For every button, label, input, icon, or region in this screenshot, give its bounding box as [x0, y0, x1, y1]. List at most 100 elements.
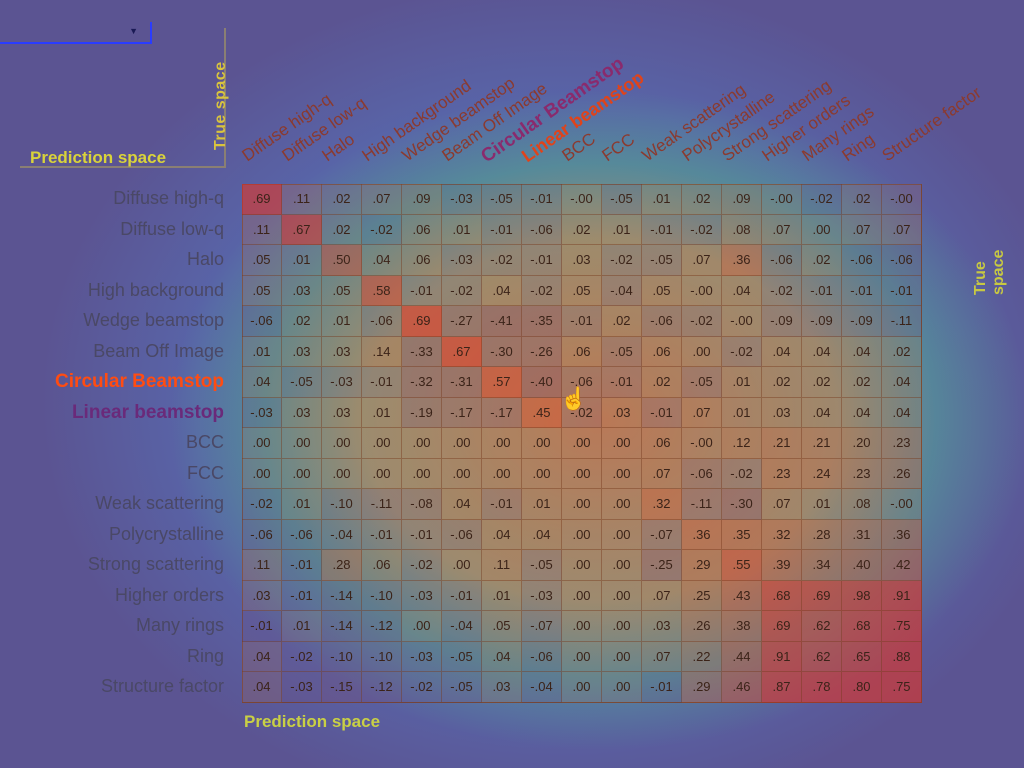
matrix-cell: .04	[482, 641, 522, 672]
matrix-cell: -.09	[762, 306, 802, 337]
matrix-cell: .07	[682, 245, 722, 276]
matrix-cell: .04	[722, 275, 762, 306]
matrix-cell: -.00	[682, 275, 722, 306]
matrix-cell: .62	[802, 641, 842, 672]
matrix-cell: .02	[562, 214, 602, 245]
matrix-cell: .06	[642, 428, 682, 459]
matrix-cell: -.02	[522, 275, 562, 306]
matrix-cell: -.30	[722, 489, 762, 520]
matrix-cell: .04	[242, 367, 282, 398]
matrix-cell: -.02	[282, 641, 322, 672]
matrix-cell: -.02	[482, 245, 522, 276]
matrix-cell: -.06	[562, 367, 602, 398]
matrix-cell: .07	[362, 184, 402, 215]
matrix-cell: -.03	[242, 397, 282, 428]
matrix-cell: -.11	[362, 489, 402, 520]
matrix-cell: .00	[482, 458, 522, 489]
matrix-cell: .23	[842, 458, 882, 489]
matrix-cell: -.01	[802, 275, 842, 306]
matrix-cell: .07	[642, 458, 682, 489]
matrix-cell: .00	[282, 458, 322, 489]
matrix-cell: .11	[482, 550, 522, 581]
matrix-cell: .05	[242, 275, 282, 306]
row-label: Linear beamstop	[71, 401, 224, 423]
row-label: Diffuse high-q	[113, 188, 224, 208]
column-label: FCC	[598, 129, 639, 166]
matrix-cell: -.05	[442, 641, 482, 672]
matrix-cell: .36	[682, 519, 722, 550]
matrix-cell: .00	[362, 458, 402, 489]
selector-dropdown[interactable]: ▼	[0, 22, 152, 44]
matrix-cell: -.06	[882, 245, 922, 276]
matrix-cell: .69	[802, 580, 842, 611]
matrix-cell: .03	[282, 275, 322, 306]
row-label: Strong scattering	[87, 554, 224, 574]
matrix-cell: .00	[602, 519, 642, 550]
matrix-cell: -.04	[522, 672, 562, 703]
matrix-cell: .28	[802, 519, 842, 550]
matrix-cell: .57	[482, 367, 522, 398]
matrix-cell: -.06	[682, 458, 722, 489]
matrix-cell: .00	[562, 611, 602, 642]
matrix-cell: .03	[242, 580, 282, 611]
matrix-cell: .00	[562, 580, 602, 611]
matrix-cell: -.32	[402, 367, 442, 398]
matrix-cell: .87	[762, 672, 802, 703]
matrix-cell: .07	[762, 489, 802, 520]
column-label: Structure factor	[878, 82, 985, 166]
matrix-cell: .29	[682, 550, 722, 581]
matrix-cell: -.19	[402, 397, 442, 428]
matrix-cell: .08	[842, 489, 882, 520]
matrix-cell: .11	[242, 214, 282, 245]
matrix-cell: .09	[722, 184, 762, 215]
matrix-cell: -.06	[762, 245, 802, 276]
matrix-cell: -.01	[442, 580, 482, 611]
matrix-cell: .36	[882, 519, 922, 550]
matrix-cell: .04	[762, 336, 802, 367]
matrix-cell: .01	[722, 367, 762, 398]
matrix-cell: .00	[402, 428, 442, 459]
matrix-cell: .00	[602, 489, 642, 520]
matrix-cell: -.08	[402, 489, 442, 520]
matrix-cell: .05	[322, 275, 362, 306]
matrix-cell: .06	[642, 336, 682, 367]
matrix-cell: .02	[882, 336, 922, 367]
matrix-cell: .05	[642, 275, 682, 306]
matrix-cell: -.35	[522, 306, 562, 337]
matrix-cell: .06	[402, 214, 442, 245]
matrix-cell: -.02	[242, 489, 282, 520]
matrix-cell: .69	[402, 306, 442, 337]
matrix-cell: -.01	[642, 397, 682, 428]
matrix-cell: .04	[882, 367, 922, 398]
matrix-cell: .01	[242, 336, 282, 367]
matrix-cell: .02	[682, 184, 722, 215]
matrix-cell: .43	[722, 580, 762, 611]
matrix-cell: .14	[362, 336, 402, 367]
matrix-cell: -.05	[602, 184, 642, 215]
matrix-cell: .00	[602, 458, 642, 489]
matrix-cell: .00	[562, 489, 602, 520]
matrix-cell: .42	[882, 550, 922, 581]
matrix-cell: .01	[282, 245, 322, 276]
matrix-cell: .06	[402, 245, 442, 276]
matrix-cell: .50	[322, 245, 362, 276]
matrix-cell: .36	[722, 245, 762, 276]
row-label: Circular Beamstop	[55, 371, 224, 392]
matrix-cell: .00	[322, 428, 362, 459]
matrix-cell: .34	[802, 550, 842, 581]
row-label: Ring	[186, 645, 224, 666]
matrix-cell: .04	[842, 397, 882, 428]
matrix-cell: .00	[362, 428, 402, 459]
matrix-cell: -.01	[402, 519, 442, 550]
matrix-cell: -.33	[402, 336, 442, 367]
matrix-cell: .00	[562, 458, 602, 489]
matrix-cell: -.03	[402, 641, 442, 672]
matrix-cell: .00	[402, 611, 442, 642]
matrix-cell: .03	[282, 336, 322, 367]
matrix-cell: -.31	[442, 367, 482, 398]
matrix-cell: .67	[442, 336, 482, 367]
matrix-cell: .03	[282, 397, 322, 428]
matrix-cell: .07	[642, 580, 682, 611]
matrix-cell: .88	[882, 641, 922, 672]
matrix-cell: .04	[882, 397, 922, 428]
